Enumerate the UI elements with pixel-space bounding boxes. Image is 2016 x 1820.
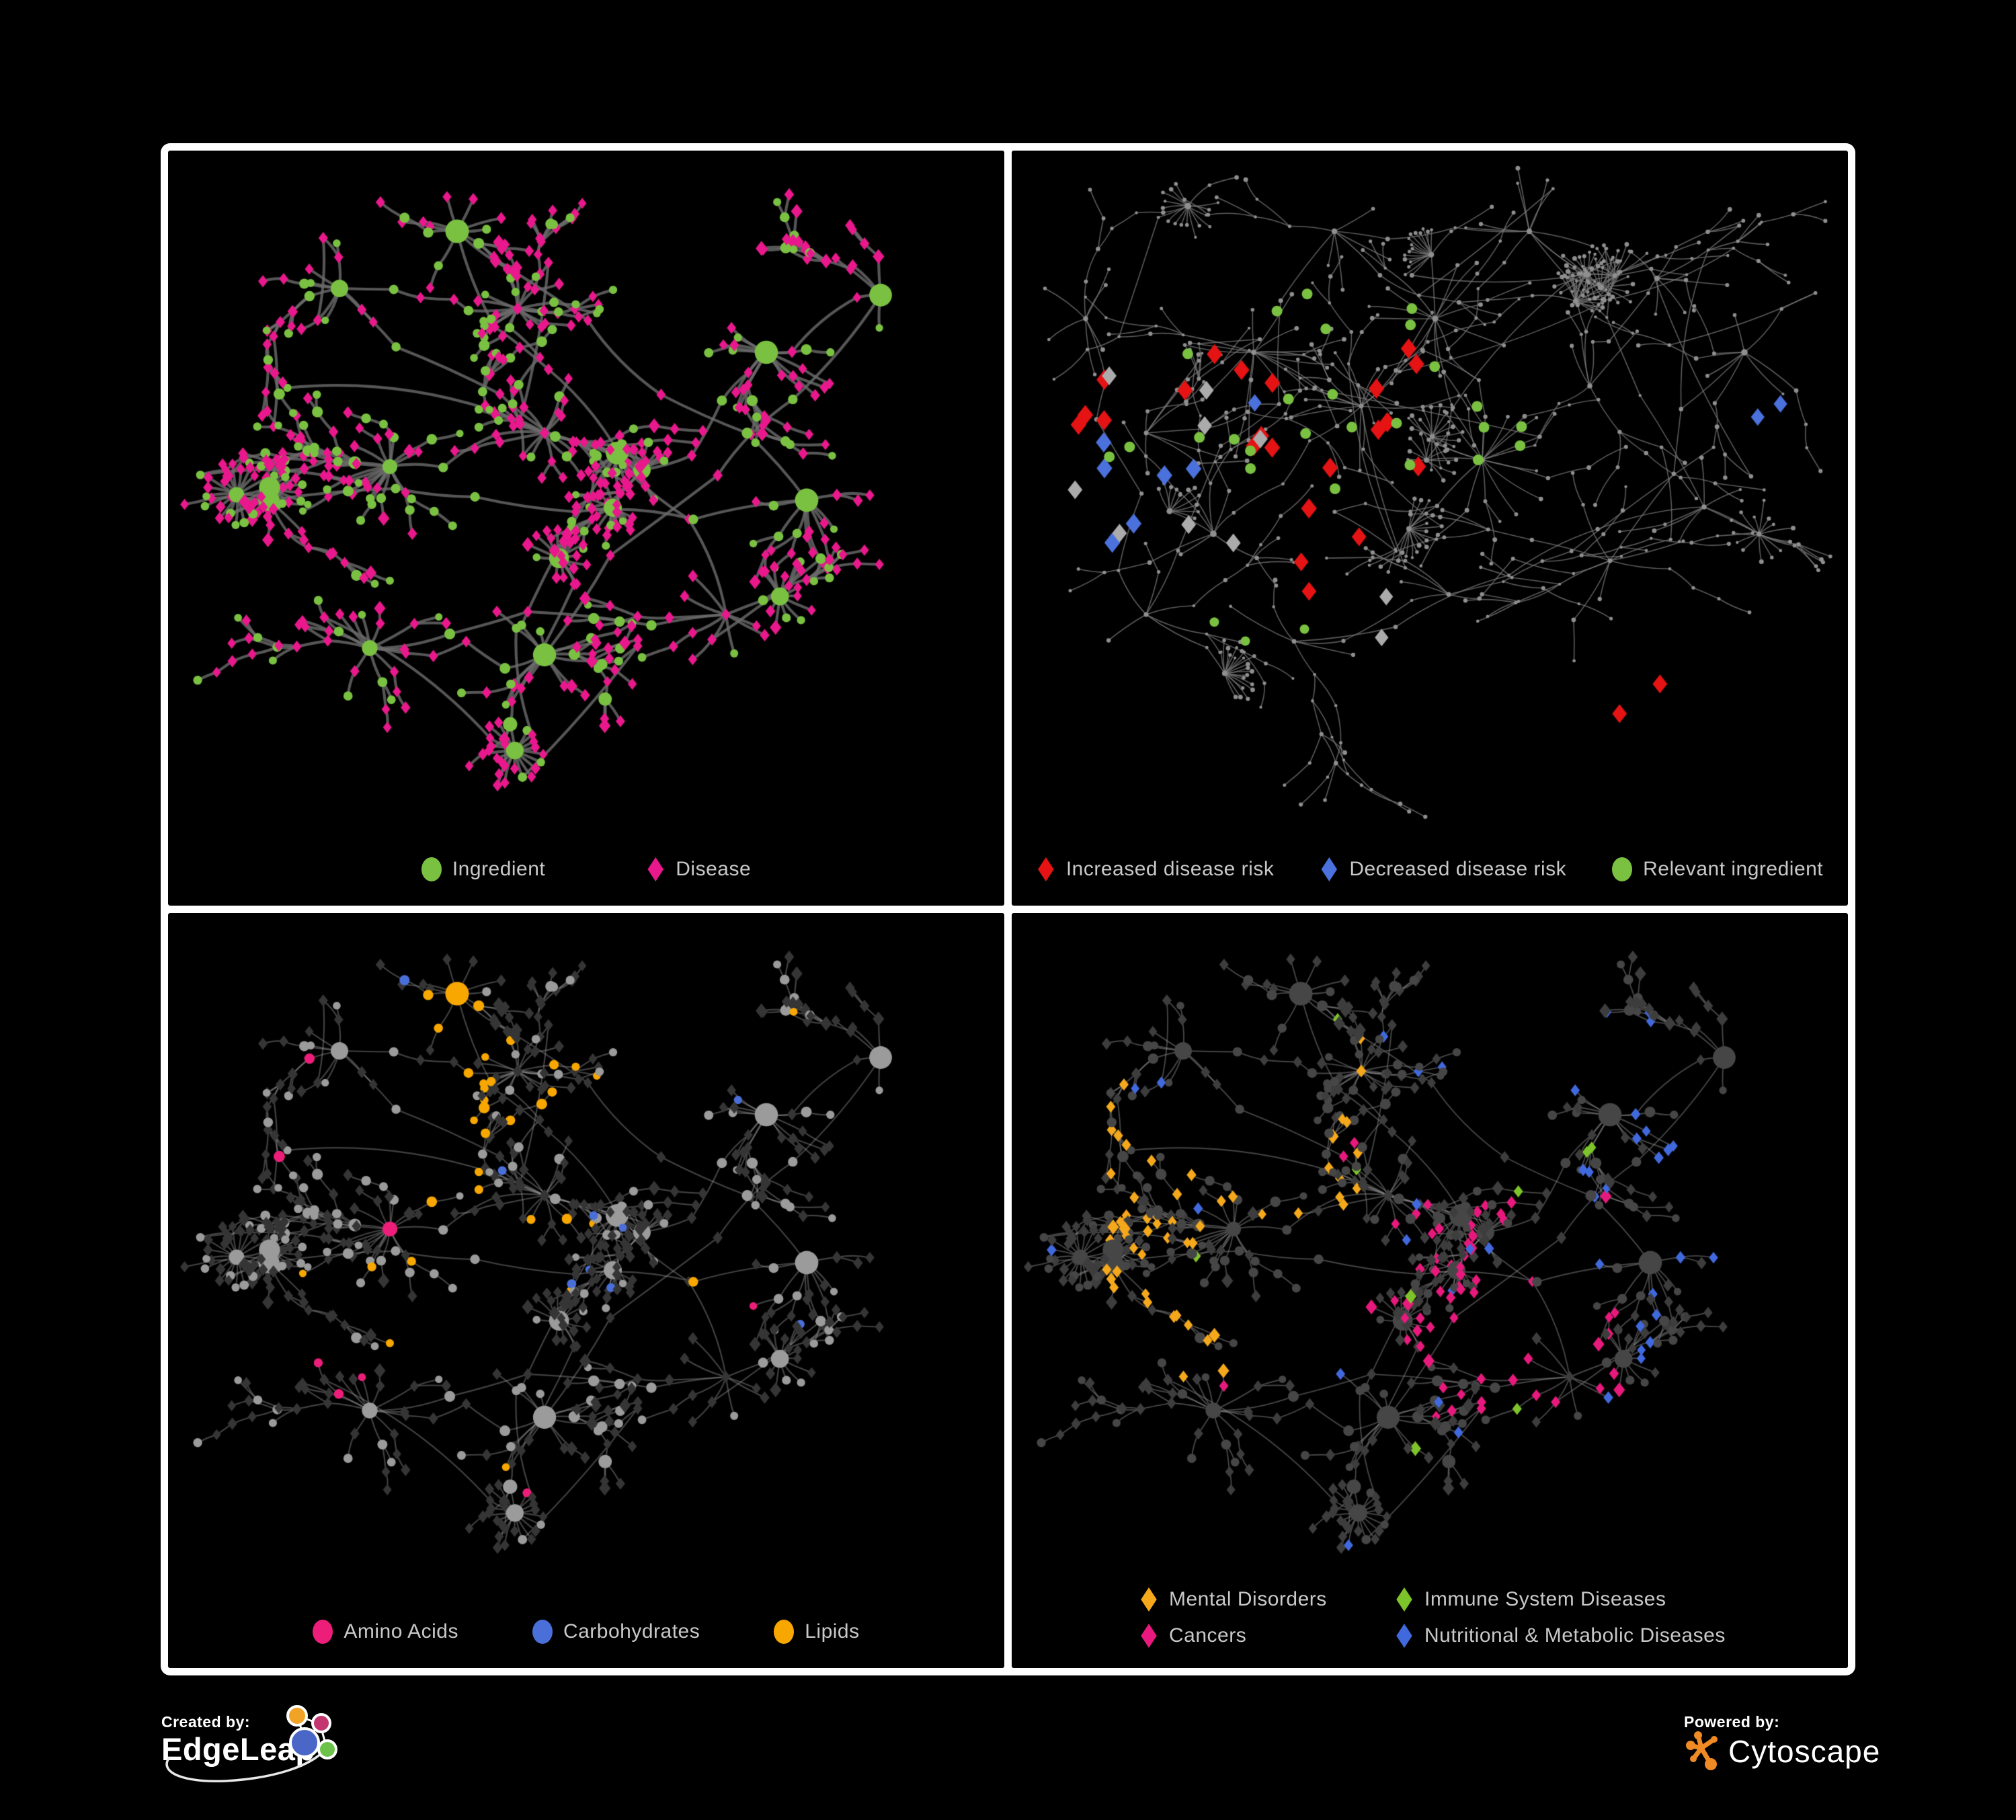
legend-label: Ingredient — [452, 858, 546, 880]
legend-item: Cancers — [1139, 1624, 1395, 1648]
decreased-risk-marker-icon — [1321, 857, 1338, 881]
powered-by-block: Powered by: Cytoscape — [1684, 1713, 1966, 1807]
disease-marker-icon — [647, 857, 664, 881]
mental-disorders-marker-icon — [1141, 1587, 1157, 1612]
legend-label: Lipids — [805, 1620, 860, 1643]
legend-label: Decreased disease risk — [1349, 858, 1567, 880]
legend-label: Carbohydrates — [563, 1620, 700, 1643]
cytoscape-logo-icon — [1686, 1731, 1718, 1770]
legend-item: Relevant ingredient — [1612, 857, 1823, 881]
powered-by-label: Powered by: — [1684, 1713, 1780, 1731]
legend-item: Decreased disease risk — [1320, 857, 1566, 881]
network-canvas-nutrient-class — [168, 913, 1004, 1668]
relevant-ingredient-marker-icon — [1612, 857, 1633, 881]
increased-risk-marker-icon — [1038, 857, 1054, 881]
network-canvas-disease-category — [1012, 913, 1848, 1668]
legend-label: Amino Acids — [344, 1620, 458, 1643]
panel-ingredient-disease-network: Ingredient Disease — [168, 151, 1004, 906]
legend-item: Immune System Diseases — [1395, 1587, 1726, 1612]
ingredient-marker-icon — [421, 857, 442, 881]
legend-disease-category: Mental Disorders Immune System Diseases … — [1139, 1587, 1726, 1648]
panel-grid: Ingredient Disease Increased disease ris… — [161, 143, 1855, 1675]
legend-label: Mental Disorders — [1169, 1588, 1327, 1610]
legend-item: Amino Acids — [313, 1620, 458, 1644]
legend-disease-risk: Increased disease risk Decreased disease… — [1012, 857, 1848, 881]
panel-nutrient-class-network: Amino Acids Carbohydrates Lipids — [168, 913, 1004, 1668]
legend-label: Relevant ingredient — [1643, 858, 1824, 880]
legend-nutrient-class: Amino Acids Carbohydrates Lipids — [168, 1620, 1004, 1644]
legend-label: Disease — [676, 858, 752, 880]
legend-label: Increased disease risk — [1065, 858, 1275, 880]
edgeleap-brand-text: EdgeLeap — [161, 1731, 315, 1767]
legend-item: Carbohydrates — [532, 1620, 700, 1644]
carbohydrates-marker-icon — [532, 1620, 553, 1644]
legend-item: Mental Disorders — [1139, 1587, 1395, 1612]
created-by-label: Created by: — [161, 1713, 251, 1731]
legend-item: Nutritional & Metabolic Diseases — [1395, 1624, 1726, 1648]
legend-ingredient-disease: Ingredient Disease — [168, 857, 1004, 881]
legend-label: Cancers — [1169, 1624, 1247, 1647]
amino-acids-marker-icon — [313, 1620, 333, 1644]
legend-item: Increased disease risk — [1037, 857, 1274, 881]
created-by-block: Created by: EdgeLeap — [161, 1705, 471, 1807]
immune-diseases-marker-icon — [1396, 1587, 1412, 1612]
legend-label: Nutritional & Metabolic Diseases — [1424, 1624, 1726, 1647]
cancers-marker-icon — [1141, 1624, 1157, 1648]
legend-label: Immune System Diseases — [1424, 1588, 1666, 1610]
lipids-marker-icon — [774, 1620, 795, 1644]
panel-disease-category-network: Mental Disorders Immune System Diseases … — [1012, 913, 1848, 1668]
legend-item: Disease — [646, 857, 751, 881]
legend-item: Lipids — [774, 1620, 859, 1644]
panel-disease-risk-network: Increased disease risk Decreased disease… — [1012, 151, 1848, 906]
edgeleap-logo-icon — [165, 1705, 337, 1783]
cytoscape-brand-text: Cytoscape — [1728, 1734, 1881, 1769]
metabolic-diseases-marker-icon — [1396, 1624, 1412, 1648]
network-canvas-ingredient-disease — [168, 151, 1004, 906]
network-canvas-disease-risk — [1012, 151, 1848, 906]
legend-item: Ingredient — [421, 857, 545, 881]
